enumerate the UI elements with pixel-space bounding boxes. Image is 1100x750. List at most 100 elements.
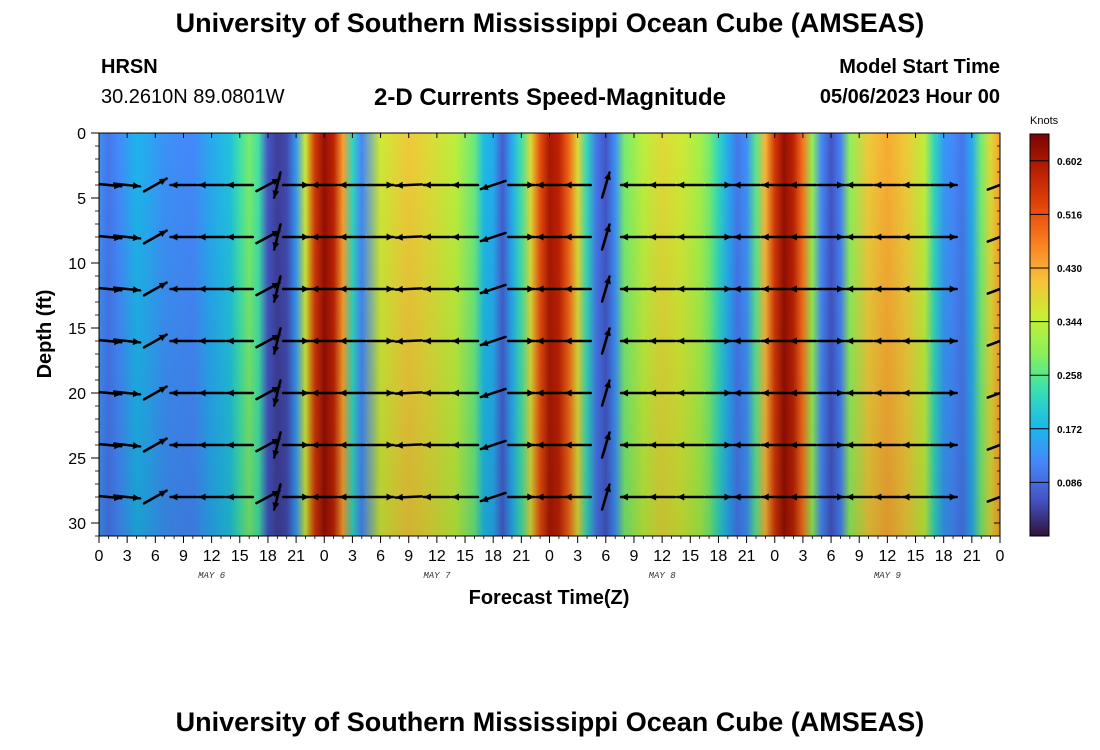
current-vector-head: [226, 389, 234, 397]
current-vector-head: [837, 441, 845, 449]
current-vector-head: [226, 285, 234, 293]
current-vector-head: [949, 285, 957, 293]
current-vector-head: [761, 181, 769, 189]
current-vector-head: [132, 182, 141, 190]
current-vector-head: [423, 337, 431, 345]
current-vector-head: [423, 181, 431, 189]
current-vector-head: [733, 389, 741, 397]
x-tick-label: 21: [512, 548, 530, 565]
current-vector-head: [536, 181, 544, 189]
current-vector-head: [452, 233, 460, 241]
y-tick-label: 30: [68, 516, 86, 533]
x-tick-label: 3: [123, 548, 132, 565]
x-tick-label: 12: [878, 548, 896, 565]
footer-title: University of Southern Mississippi Ocean…: [175, 707, 925, 737]
current-vector-head: [724, 337, 732, 345]
colorbar-tick-label: 0.430: [1057, 264, 1082, 275]
current-vector-head: [536, 233, 544, 241]
y-tick-label: 5: [77, 191, 86, 208]
current-vector-head: [395, 233, 403, 241]
current-vector-head: [837, 285, 845, 293]
current-vector-head: [198, 233, 206, 241]
current-vector-head: [789, 441, 797, 449]
current-vector-head: [536, 285, 544, 293]
current-vector-head: [649, 337, 657, 345]
current-vector-head: [226, 181, 234, 189]
current-vector-head: [846, 181, 854, 189]
current-vector-head: [198, 285, 206, 293]
current-vector-head: [1004, 492, 1012, 499]
current-vector-head: [761, 493, 769, 501]
current-vector-head: [386, 337, 394, 345]
current-vector: [986, 235, 1000, 243]
current-vector-head: [724, 233, 732, 241]
current-vector-head: [132, 494, 141, 502]
current-vector-head: [302, 441, 310, 449]
current-vector-head: [620, 389, 628, 397]
current-vector-head: [789, 389, 797, 397]
current-vector-head: [564, 337, 572, 345]
current-vector-head: [226, 441, 234, 449]
current-vector-head: [480, 183, 489, 191]
current-vector-head: [198, 441, 206, 449]
current-vector-head: [733, 233, 741, 241]
current-vector-head: [724, 285, 732, 293]
current-vector-head: [677, 441, 685, 449]
current-vector-head: [761, 441, 769, 449]
current-vector-head: [272, 293, 280, 302]
station-name: HRSN: [101, 56, 158, 78]
current-vector-head: [846, 441, 854, 449]
current-vector-head: [902, 233, 910, 241]
current-vector-head: [395, 285, 403, 293]
current-vector-head: [620, 233, 628, 241]
current-vector-head: [132, 390, 141, 398]
currents-heatmap-chart: 0 3 6 9 12 15 18 21 0 3 6 9 12 15 18 21 0 3 6 9 12 15 18 21 0 3 6 9…: [34, 115, 1082, 609]
x-tick-label: 21: [963, 548, 981, 565]
current-vector-head: [761, 337, 769, 345]
model-start-value: 05/06/2023 Hour 00: [819, 86, 1000, 108]
current-vector-head: [272, 241, 280, 250]
x-tick-label: 6: [827, 548, 836, 565]
current-vector-head: [604, 224, 611, 233]
day-label: MAY 9: [874, 571, 902, 581]
current-vector-head: [311, 285, 319, 293]
current-vector-head: [564, 285, 572, 293]
current-vector-head: [158, 438, 167, 446]
current-vector-head: [677, 493, 685, 501]
current-vector-head: [226, 493, 234, 501]
current-vector-head: [536, 441, 544, 449]
current-vector-head: [564, 493, 572, 501]
x-tick-label: 9: [179, 548, 188, 565]
current-vector: [986, 443, 1000, 451]
x-tick-label: 6: [151, 548, 160, 565]
x-tick-label: 0: [545, 548, 554, 565]
current-vector-head: [170, 441, 178, 449]
x-tick-label: 0: [320, 548, 329, 565]
current-vector-head: [395, 337, 403, 345]
current-vector-head: [395, 493, 403, 501]
current-vector-head: [724, 181, 732, 189]
x-tick-label: 18: [710, 548, 728, 565]
x-tick-label: 18: [935, 548, 953, 565]
current-vector-head: [949, 389, 957, 397]
current-vector-head: [527, 441, 535, 449]
current-vector-head: [874, 233, 882, 241]
current-vector: [986, 495, 1000, 503]
current-vector-head: [733, 493, 741, 501]
current-vector: [986, 183, 1000, 191]
current-vector-head: [302, 285, 310, 293]
current-vector-head: [564, 441, 572, 449]
y-tick-label: 25: [68, 451, 86, 468]
current-vector-head: [480, 391, 489, 399]
colorbar-tick-label: 0.086: [1057, 478, 1082, 489]
day-label: MAY 6: [198, 571, 226, 581]
current-vector-head: [949, 493, 957, 501]
current-vector-head: [132, 234, 141, 242]
current-vector-head: [158, 178, 167, 186]
current-vector-head: [1004, 284, 1012, 291]
current-vector-head: [170, 493, 178, 501]
current-vector-head: [132, 442, 141, 450]
current-vector-head: [874, 337, 882, 345]
current-vector-head: [158, 490, 167, 498]
current-vector-head: [677, 389, 685, 397]
